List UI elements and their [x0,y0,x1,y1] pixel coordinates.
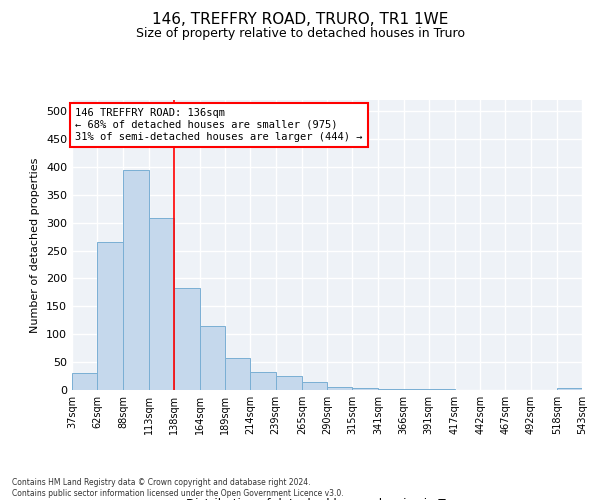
Text: Contains HM Land Registry data © Crown copyright and database right 2024.
Contai: Contains HM Land Registry data © Crown c… [12,478,344,498]
Text: 146 TREFFRY ROAD: 136sqm
← 68% of detached houses are smaller (975)
31% of semi-: 146 TREFFRY ROAD: 136sqm ← 68% of detach… [75,108,362,142]
Bar [149,218,174,390]
Bar [557,388,582,390]
Bar [250,372,275,390]
Bar [174,288,200,390]
Bar [124,170,149,390]
Bar [97,242,124,390]
Bar [302,382,327,390]
Bar [352,388,379,390]
Bar [200,326,225,390]
X-axis label: Distribution of detached houses by size in Truro: Distribution of detached houses by size … [186,498,468,500]
Text: 146, TREFFRY ROAD, TRURO, TR1 1WE: 146, TREFFRY ROAD, TRURO, TR1 1WE [152,12,448,28]
Y-axis label: Number of detached properties: Number of detached properties [31,158,40,332]
Bar [275,376,302,390]
Bar [72,374,97,390]
Text: Size of property relative to detached houses in Truro: Size of property relative to detached ho… [136,28,464,40]
Bar [225,358,250,390]
Bar [327,386,352,390]
